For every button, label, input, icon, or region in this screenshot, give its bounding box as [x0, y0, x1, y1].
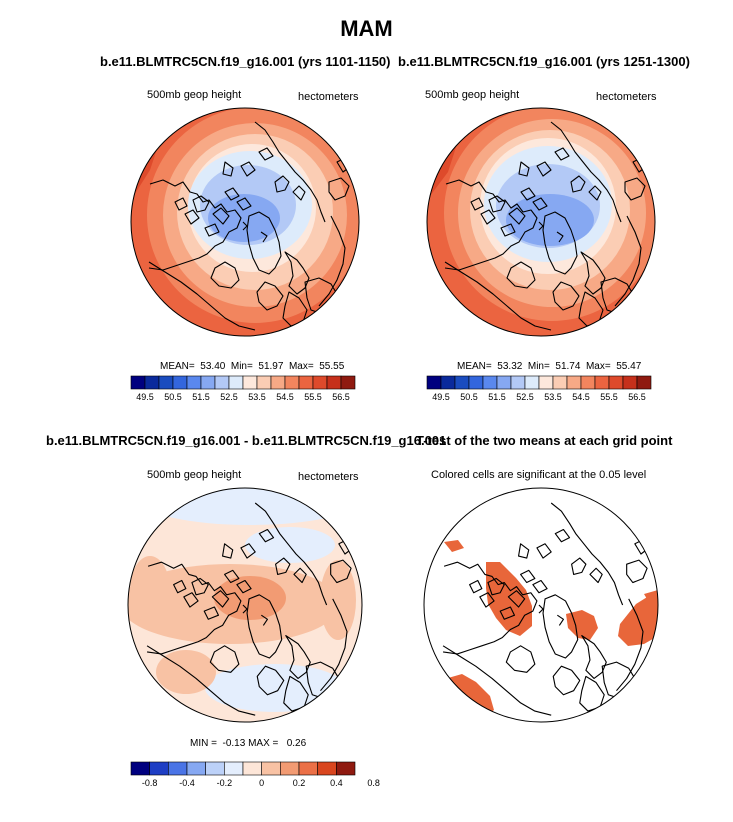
panel2-colorbar-box	[552, 375, 568, 390]
panel1-colorbar-tick-label: 49.5	[136, 392, 154, 402]
panel1-colorbar-box	[158, 375, 174, 390]
panel2-colorbar-box	[580, 375, 596, 390]
panel2-colorbar-box	[454, 375, 470, 390]
panel3-right-label: hectometers	[298, 471, 359, 483]
panel1-colorbar-box	[172, 375, 188, 390]
panel2-colorbar-box	[482, 375, 498, 390]
panel1-colorbar-box	[270, 375, 286, 390]
panel3-colorbar-tick-label: 0.2	[292, 778, 306, 788]
panel3-colorbar-box	[280, 761, 300, 776]
panel3-colorbar-box	[186, 761, 206, 776]
panel2-colorbar-box	[440, 375, 456, 390]
panel2-colorbar-box	[608, 375, 624, 390]
panel2-title: b.e11.BLMTRC5CN.f19_g16.001 (yrs 1251-13…	[398, 54, 690, 69]
panel1-colorbar-tick-label: 52.5	[220, 392, 238, 402]
panel1-colorbar-tick-label: 50.5	[164, 392, 182, 402]
panel1-colorbar-box	[144, 375, 160, 390]
panel3-colorbar	[130, 761, 356, 776]
panel2-colorbar-box	[622, 375, 638, 390]
panel2-colorbar-box	[636, 375, 652, 390]
panel3-colorbar-box	[317, 761, 337, 776]
panel1-colorbar	[130, 375, 356, 390]
panel2-colorbar-tick-label: 51.5	[488, 392, 506, 402]
panel2-stats: MEAN= 53.32 Min= 51.74 Max= 55.47	[457, 361, 642, 372]
panel1-colorbar-box	[298, 375, 314, 390]
panel3-colorbar-tick-label: -0.4	[179, 778, 195, 788]
panel1-colorbar-box	[256, 375, 272, 390]
panel1-map	[130, 107, 360, 337]
panel2-colorbar-tick-label: 54.5	[572, 392, 590, 402]
panel2-colorbar-tick-label: 56.5	[628, 392, 646, 402]
panel3-colorbar-box	[168, 761, 188, 776]
panel2-colorbar-box	[468, 375, 484, 390]
panel4-left-label: Colored cells are significant at the 0.0…	[431, 469, 647, 481]
panel2-left-label: 500mb geop height	[425, 89, 520, 101]
panel3-colorbar-box	[224, 761, 244, 776]
panel4-title: T-test of the two means at each grid poi…	[416, 433, 673, 448]
panel3-colorbar-box	[130, 761, 150, 776]
panel1-colorbar-box	[242, 375, 258, 390]
panel2-colorbar-tick-label: 53.5	[544, 392, 562, 402]
panel2-colorbar-box	[594, 375, 610, 390]
panel3-colorbar-box	[336, 761, 356, 776]
panel2-colorbar-tick-label: 49.5	[432, 392, 450, 402]
panel3-colorbar-tick-label: 0.4	[330, 778, 343, 788]
panel1-left-label: 500mb geop height	[147, 89, 242, 101]
panel1-colorbar-box	[326, 375, 342, 390]
panel1-colorbar-box	[200, 375, 216, 390]
panel1-colorbar-tick-label: 51.5	[192, 392, 210, 402]
panel1-colorbar-tick-label: 54.5	[276, 392, 294, 402]
panel4-map	[423, 487, 659, 723]
panel3-colorbar-tick-label: 0	[259, 778, 265, 788]
panel3-colorbar-tick-label: -0.2	[216, 778, 233, 788]
panel1-colorbar-box	[186, 375, 202, 390]
panel3-colorbar-box	[149, 761, 169, 776]
panel2-colorbar-box	[524, 375, 540, 390]
panel1-colorbar-tick-label: 55.5	[304, 392, 322, 402]
panel1-colorbar-tick-label: 56.5	[332, 392, 350, 402]
panel2-colorbar-box	[510, 375, 526, 390]
panel3-title: b.e11.BLMTRC5CN.f19_g16.001 - b.e11.BLMT…	[46, 433, 447, 448]
panel2-right-label: hectometers	[596, 91, 657, 103]
panel3-colorbar-box	[261, 761, 281, 776]
panel2-colorbar-tick-label: 50.5	[460, 392, 478, 402]
panel2-map	[426, 107, 656, 337]
panel3-left-label: 500mb geop height	[147, 469, 242, 481]
panel1-colorbar-tick-label: 53.5	[248, 392, 266, 402]
figure-title: MAM	[340, 16, 393, 41]
panel1-colorbar-box	[130, 375, 146, 390]
panel1-colorbar-box	[284, 375, 300, 390]
panel3-colorbar-box	[205, 761, 225, 776]
panel1-stats: MEAN= 53.40 Min= 51.97 Max= 55.55	[160, 361, 345, 372]
panel1-title: b.e11.BLMTRC5CN.f19_g16.001 (yrs 1101-11…	[100, 54, 391, 69]
panel2-colorbar-box	[496, 375, 512, 390]
panel2-colorbar	[426, 375, 652, 390]
panel3-map	[127, 487, 363, 723]
panel3-colorbar-tick-label: -0.8	[141, 778, 158, 788]
panel2-colorbar-box	[566, 375, 582, 390]
panel2-colorbar-box	[426, 375, 442, 390]
panel2-colorbar-tick-label: 52.5	[516, 392, 534, 402]
panel1-colorbar-box	[228, 375, 244, 390]
panel1-colorbar-box	[312, 375, 328, 390]
panel1-right-label: hectometers	[298, 91, 359, 103]
panel2-colorbar-tick-label: 55.5	[600, 392, 618, 402]
panel3-stats: MIN = -0.13 MAX = 0.26	[190, 738, 307, 749]
panel3-colorbar-box	[242, 761, 262, 776]
panel1-colorbar-box	[340, 375, 356, 390]
panel2-colorbar-box	[538, 375, 554, 390]
panel1-colorbar-box	[214, 375, 230, 390]
panel3-colorbar-tick-label: 0.8	[367, 778, 380, 788]
panel3-colorbar-box	[298, 761, 318, 776]
